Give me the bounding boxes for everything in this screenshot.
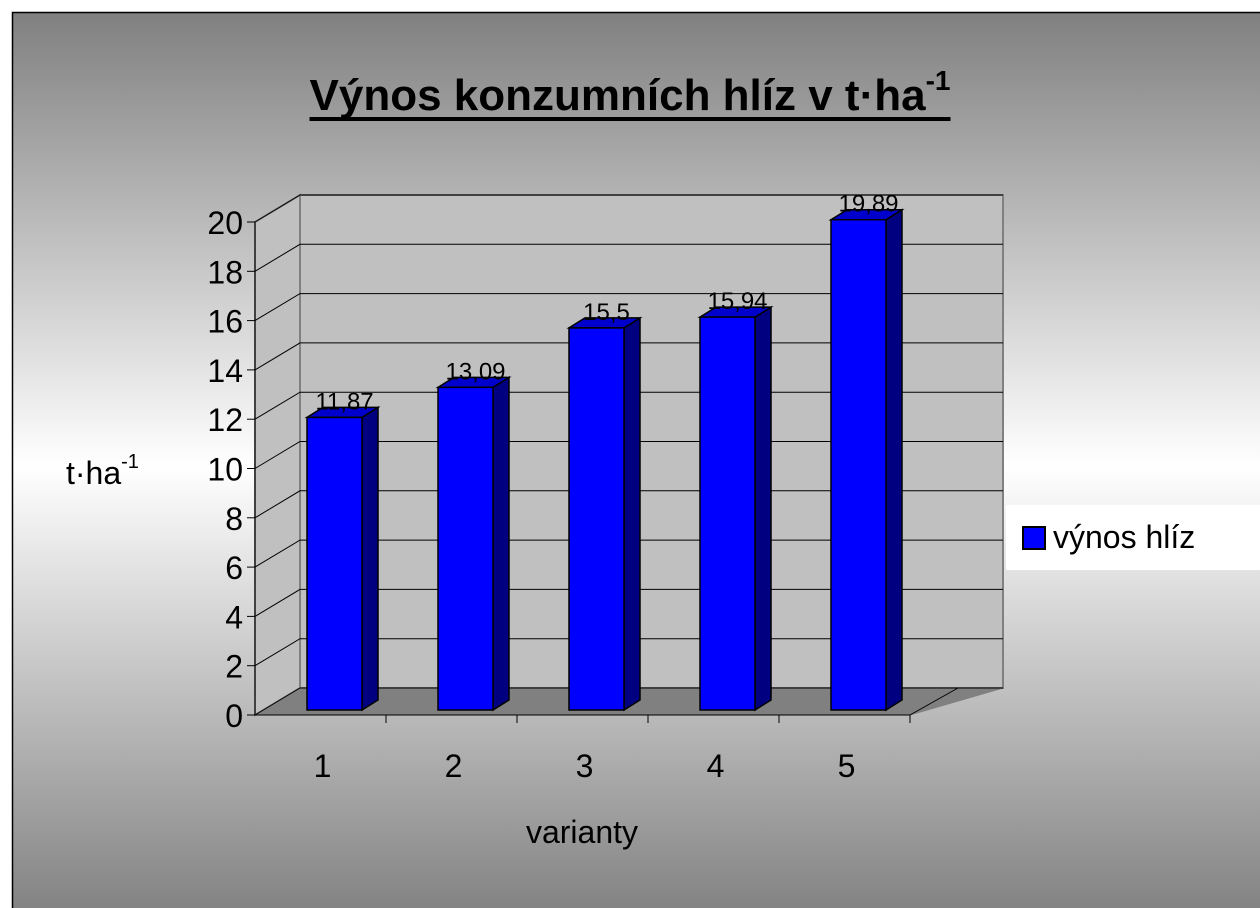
- bar: [306, 416, 363, 711]
- bar: [830, 218, 887, 711]
- grid-line: [254, 293, 1003, 322]
- x-axis-label: varianty: [526, 814, 638, 850]
- x-tick-label: 3: [576, 748, 594, 784]
- y-tick-label: 16: [207, 304, 243, 340]
- legend-box: [1006, 505, 1260, 570]
- y-tick-label: 12: [207, 402, 243, 438]
- bar: [699, 316, 756, 711]
- bar-side: [885, 208, 903, 712]
- bar: [437, 386, 494, 711]
- data-label: 15,5: [583, 299, 630, 326]
- legend-swatch: [1022, 526, 1046, 550]
- y-axis-label-superscript: -1: [121, 451, 139, 473]
- y-tick-label: 6: [225, 550, 243, 586]
- floor-edge: [909, 687, 959, 716]
- y-tick-label: 10: [207, 452, 243, 488]
- chart-title-superscript: -1: [926, 65, 951, 96]
- data-label: 19,89: [838, 191, 898, 218]
- data-label: 13,09: [445, 358, 505, 385]
- y-tick-label: 8: [225, 501, 243, 537]
- y-tick-label: 18: [207, 254, 243, 290]
- y-tick-label: 20: [207, 205, 243, 241]
- bar: [568, 327, 625, 711]
- bar-side: [623, 316, 641, 712]
- legend-label: výnos hlíz: [1053, 519, 1195, 555]
- x-tick-label: 1: [314, 748, 332, 784]
- y-tick-label: 14: [207, 353, 243, 389]
- grid-line: [254, 194, 1003, 223]
- y-tick-label: 2: [225, 649, 243, 685]
- y-tick-label: 0: [225, 698, 243, 734]
- x-tick-label: 5: [838, 748, 856, 784]
- y-axis-label: t·ha-1: [66, 451, 139, 491]
- data-label: 11,87: [315, 388, 373, 415]
- y-tick-label: 4: [225, 599, 243, 635]
- chart-title-text: Výnos konzumních hlíz v t·ha: [310, 71, 927, 120]
- y-axis-label-text: t·ha: [66, 455, 121, 491]
- plot: 0 2 4 6 8 10 12 14 16 18 20 11,87 1 13,09 2 15,5 3 15,94 4…: [207, 191, 1004, 784]
- x-tick-label: 4: [707, 748, 725, 784]
- grid-line: [254, 243, 1003, 272]
- bar-side: [492, 375, 510, 712]
- chart-title: Výnos konzumních hlíz v t·ha-1: [310, 65, 951, 120]
- bar-side: [361, 406, 379, 712]
- bar-side: [754, 305, 772, 712]
- data-label: 15,94: [707, 288, 767, 315]
- x-tick-label: 2: [445, 748, 463, 784]
